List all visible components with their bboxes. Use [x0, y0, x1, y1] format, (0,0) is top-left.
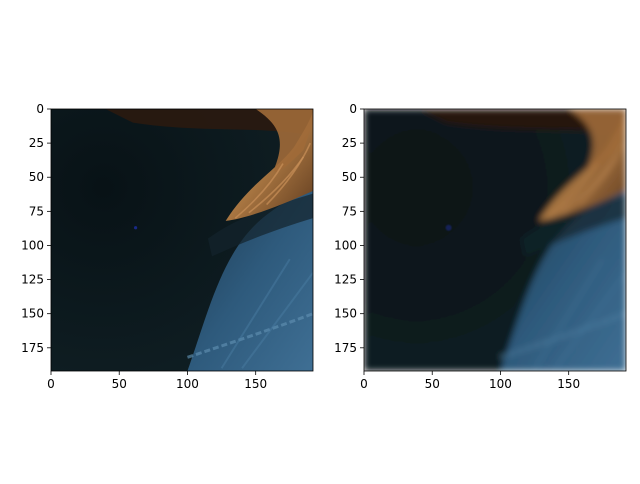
- right-image-panel: 0 50 100 150 0 25 50 75 100 125 150 175: [334, 102, 626, 391]
- x-tick-label: 150: [557, 377, 580, 391]
- y-tick-label: 50: [29, 170, 44, 184]
- y-tick-label: 125: [21, 273, 44, 287]
- x-tick-label: 0: [47, 377, 55, 391]
- left-image-panel: 0 50 100 150 0 25 50 75 100 125 150 175: [21, 102, 313, 391]
- y-tick-label: 0: [349, 102, 357, 116]
- y-tick-label: 125: [334, 273, 357, 287]
- marker-point: [446, 225, 452, 231]
- y-tick-label: 175: [21, 341, 44, 355]
- y-tick-label: 0: [36, 102, 44, 116]
- y-tick-label: 100: [21, 238, 44, 252]
- right-photo: [364, 109, 626, 371]
- left-photo: [51, 109, 313, 371]
- x-tick-label: 150: [244, 377, 267, 391]
- x-tick-label: 50: [112, 377, 127, 391]
- y-tick-label: 150: [21, 307, 44, 321]
- y-tick-label: 50: [342, 170, 357, 184]
- x-tick-label: 0: [360, 377, 368, 391]
- x-tick-label: 50: [425, 377, 440, 391]
- y-tick-label: 75: [342, 204, 357, 218]
- y-tick-label: 25: [342, 136, 357, 150]
- x-tick-label: 100: [176, 377, 199, 391]
- y-tick-label: 25: [29, 136, 44, 150]
- y-tick-label: 100: [334, 238, 357, 252]
- y-tick-label: 75: [29, 204, 44, 218]
- y-tick-label: 175: [334, 341, 357, 355]
- marker-point: [134, 226, 137, 229]
- x-tick-label: 100: [489, 377, 512, 391]
- y-tick-label: 150: [334, 307, 357, 321]
